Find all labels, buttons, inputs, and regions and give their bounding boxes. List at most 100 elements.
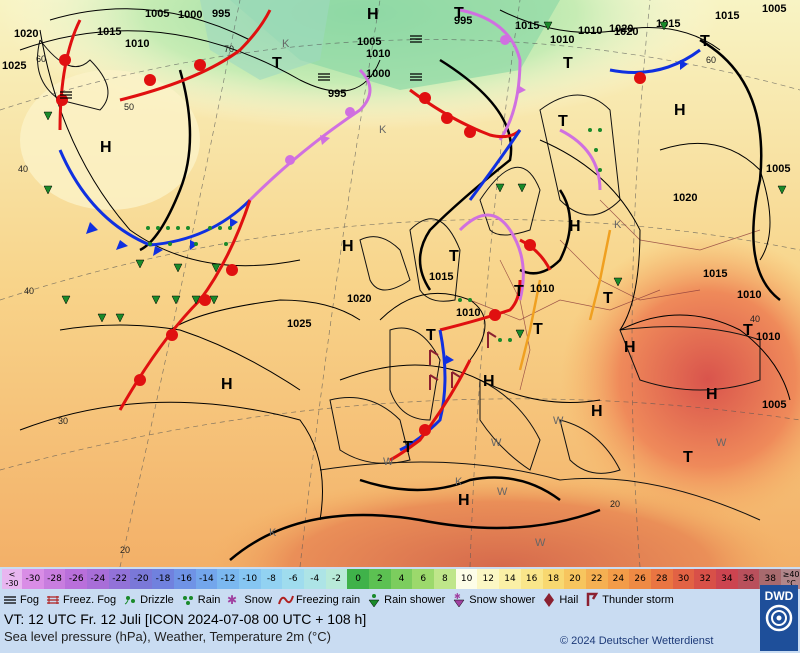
dwd-logo-text: DWD — [764, 589, 794, 603]
high-pressure-marker: H — [367, 6, 379, 23]
copyright: © 2024 Deutscher Wetterdienst — [560, 635, 714, 647]
pressure-label: 1010 — [366, 48, 390, 60]
weather-letters: K K K W W W W K W K W — [269, 38, 727, 549]
temperature-scale-cell: -26 — [65, 569, 88, 589]
temperature-label: 40 — [18, 164, 28, 174]
thunderstorm-icon — [584, 592, 600, 608]
high-pressure-marker: H — [483, 373, 495, 390]
pressure-label: 1010 — [550, 34, 574, 46]
legend-item-freezing-fog: Freez. Fog — [45, 589, 116, 611]
weather-letter: W — [553, 415, 564, 427]
snow-shower-icon: ✱ — [451, 592, 467, 608]
temperature-label: 70 — [224, 44, 234, 54]
temperature-scale-cell: 8 — [434, 569, 456, 589]
high-pressure-marker: H — [569, 218, 581, 235]
occlusion-north — [248, 8, 602, 202]
legend-item-rain: Rain — [180, 589, 221, 611]
pressure-label: 1005 — [357, 36, 381, 48]
temperature-scale-cell: -22 — [108, 569, 131, 589]
drizzle-icon — [122, 592, 138, 608]
low-pressure-marker: T — [533, 321, 543, 338]
legend-item-hail: Hail — [541, 589, 578, 611]
temperature-scale-cell: 32 — [694, 569, 716, 589]
temperature-scale-cell: ≥40 °C — [781, 569, 800, 589]
high-pressure-marker: H — [100, 139, 112, 156]
weather-letter: K — [455, 476, 463, 488]
africa-hot-area — [200, 380, 800, 567]
pressure-label: 1025 — [2, 60, 26, 72]
temperature-scale-cell: -8 — [260, 569, 283, 589]
pressure-label: 1005 — [762, 3, 786, 15]
shower-symbols — [43, 21, 787, 339]
low-pressure-marker: T — [563, 55, 573, 72]
weather-letter: W — [491, 437, 502, 449]
pressure-label: 1015 — [715, 10, 739, 22]
pressure-label: 1015 — [429, 271, 453, 283]
temperature-label: 30 — [58, 416, 68, 426]
freezing-rain-icon — [277, 592, 294, 608]
temperature-scale-cell: 22 — [585, 569, 608, 589]
pressure-labels: 1005 1000 995 1015 1010 1020 1025 1005 1… — [2, 3, 790, 411]
legend-item-label: Freezing rain — [295, 594, 361, 606]
temperature-scale-cell: 38 — [759, 569, 782, 589]
pressure-label: 995 — [454, 15, 472, 27]
dwd-logo: DWD — [760, 585, 798, 651]
pressure-label: 1015 — [515, 20, 539, 32]
cold-front-scandinavia — [468, 48, 701, 201]
weather-letter: W — [383, 456, 394, 468]
temperature-scale-cell: 30 — [672, 569, 695, 589]
rain-symbols — [146, 128, 602, 342]
temperature-scale-cell: 24 — [607, 569, 630, 589]
low-pressure-marker: T — [426, 327, 436, 344]
temperature-label: 40 — [24, 286, 34, 296]
pressure-label: 1010 — [530, 283, 554, 295]
temperature-scale-cell: -12 — [217, 569, 239, 589]
high-pressure-marker: H — [706, 386, 718, 403]
legend-item-label: Thunder storm — [602, 594, 674, 606]
temperature-scale-cell: -24 — [87, 569, 109, 589]
map-description: Sea level pressure (hPa), Weather, Tempe… — [4, 629, 331, 644]
weather-letter: K — [379, 124, 387, 136]
svg-text:✱: ✱ — [454, 592, 461, 601]
temperature-scale-cell: -18 — [152, 569, 174, 589]
low-pressure-marker: T — [449, 248, 459, 265]
low-pressure-marker: T — [272, 55, 282, 72]
pressure-label: 1005 — [145, 8, 169, 20]
legend-item-label: Rain — [197, 594, 221, 606]
legend-item-fog: Fog — [2, 589, 39, 611]
temperature-label: 60 — [706, 55, 716, 65]
temperature-scale-cell: 4 — [390, 569, 413, 589]
low-pressure-marker: T — [514, 283, 524, 300]
legend-item-label: Rain shower — [384, 594, 446, 606]
temperature-scale-cell: 34 — [716, 569, 738, 589]
weather-letter: W — [497, 486, 508, 498]
temperature-scale-cell: 12 — [477, 569, 500, 589]
pressure-label: 1000 — [366, 68, 390, 80]
pressure-label: 1020 — [14, 28, 38, 40]
pressure-label: 1020 — [673, 192, 697, 204]
low-pressure-marker: T — [403, 439, 413, 456]
legend-item-label: Snow shower — [469, 594, 536, 606]
legend-item-label: Freez. Fog — [62, 594, 117, 606]
low-pressure-marker: T — [683, 449, 693, 466]
greenland-cool-area — [200, 0, 330, 80]
pressure-label: 1020 — [347, 293, 371, 305]
weather-letter: W — [535, 537, 546, 549]
legend-item-snow: ✱ Snow — [226, 589, 272, 611]
pressure-label: 1015 — [703, 268, 727, 280]
pressure-label: 1000 — [178, 9, 202, 21]
legend-item-label: Hail — [559, 594, 579, 606]
pressure-label: 1005 — [766, 163, 790, 175]
high-pressure-marker: H — [591, 403, 603, 420]
temperature-scale-cell: -2 — [325, 569, 348, 589]
hail-icon — [541, 592, 557, 608]
pressure-centers: H H H H H H H H H H H T T T T T T T T T … — [100, 5, 753, 509]
temperature-scale-cell: 36 — [737, 569, 760, 589]
low-pressure-marker: T — [743, 322, 753, 339]
high-pressure-marker: H — [674, 102, 686, 119]
fog-symbols — [60, 35, 422, 99]
rain-shower-icon — [366, 592, 382, 608]
temperature-label: 50 — [124, 102, 134, 112]
temperature-label: 60 — [36, 54, 46, 64]
valid-time: VT: 12 UTC Fr. 12 Juli [ICON 2024-07-08 … — [4, 611, 367, 627]
